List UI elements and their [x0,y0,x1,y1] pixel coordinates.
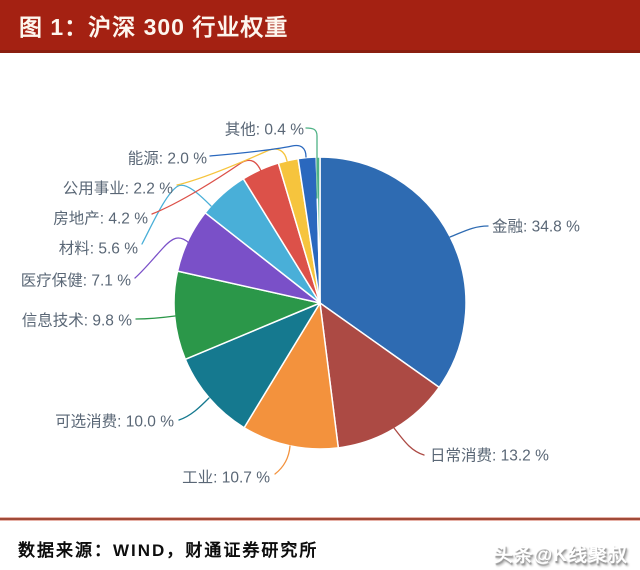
watermark: 头条@K线聚叔 [493,545,628,566]
leader-line-materials [141,184,212,245]
leader-line-health-care [134,237,190,279]
leader-line-industrials [274,445,291,475]
slice-label-consumer-discretionary: 可选消费: 10.0 % [55,412,174,430]
slice-label-energy: 能源: 2.0 % [128,149,207,167]
pie-slice-consumer-staples [319,302,440,449]
leader-line-consumer-discretionary [178,397,210,421]
leader-line-other [305,127,318,199]
leader-line-info-tech [135,315,176,320]
pie-slice-finance [319,156,467,389]
figure-title-bar: 图 1：沪深 300 行业权重 [0,0,640,53]
leader-line-utilities [176,148,288,186]
pie-chart: 金融: 34.8 % 日常消费: 13.2 % 工业: 10.7 % 可选消费: 10… [21,120,580,486]
slice-label-health-care: 医疗保健: 7.1 % [21,271,131,289]
leader-line-consumer-staples [393,427,425,456]
data-source-note: 数据来源：WIND，财通证券研究所 [18,541,319,560]
leader-line-energy [209,144,307,158]
slice-label-industrials: 工业: 10.7 % [182,468,270,486]
slice-label-real-estate: 房地产: 4.2 % [53,209,148,227]
figure-title: 图 1：沪深 300 行业权重 [19,14,289,40]
slice-label-info-tech: 信息技术: 9.8 % [22,311,132,329]
slice-label-consumer-staples: 日常消费: 13.2 % [430,446,549,464]
leader-line-finance [449,225,489,238]
footer-divider [0,517,640,521]
slice-label-utilities: 公用事业: 2.2 % [63,179,173,197]
leader-line-real-estate [151,159,262,215]
slice-label-materials: 材料: 5.6 % [59,239,138,257]
slice-label-other: 其他: 0.4 % [225,120,304,138]
slice-label-finance: 金融: 34.8 % [492,217,580,235]
